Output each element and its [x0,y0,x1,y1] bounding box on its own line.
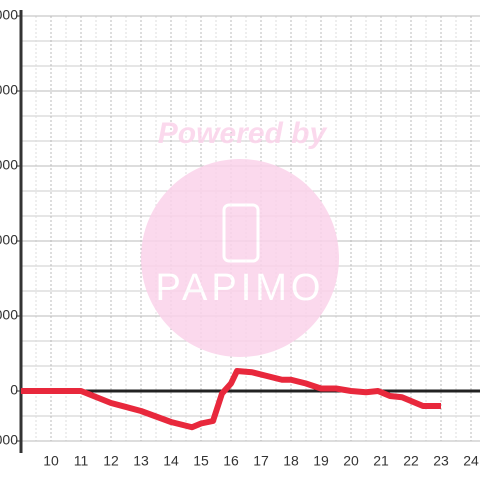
x-tick-label: 13 [133,453,149,469]
x-tick-label: 16 [223,453,239,469]
y-tick-label: -20,000 [0,432,18,448]
x-tick-label: 22 [403,453,419,469]
x-tick-label: 15 [193,453,209,469]
y-tick-label: 90,000 [0,157,18,173]
watermark-phone [222,203,260,263]
x-tick-label: 19 [313,453,329,469]
watermark-logo: PAPIMO [156,267,325,309]
y-tick-label: 120,000 [0,82,18,98]
y-tick-label: 150,000 [0,7,18,23]
watermark: Powered by PAPIMO [141,117,339,357]
x-tick-label: 24 [463,453,479,469]
x-tick-label: 11 [74,453,89,469]
x-tick-label: 17 [253,453,269,469]
y-tick-label: 30,000 [0,307,18,323]
y-tick-label: 60,000 [0,232,18,248]
x-tick-label: 23 [433,453,449,469]
watermark-circle [141,159,339,357]
x-tick-label: 14 [163,453,179,469]
x-tick-label: 12 [103,453,119,469]
x-tick-label: 21 [373,453,389,469]
series-line [21,368,441,431]
y-tick-label: 0 [10,382,18,398]
watermark-text: Powered by [158,117,328,150]
x-tick-label: 10 [43,453,59,469]
x-tick-label: 18 [283,453,299,469]
x-tick-label: 20 [343,453,359,469]
